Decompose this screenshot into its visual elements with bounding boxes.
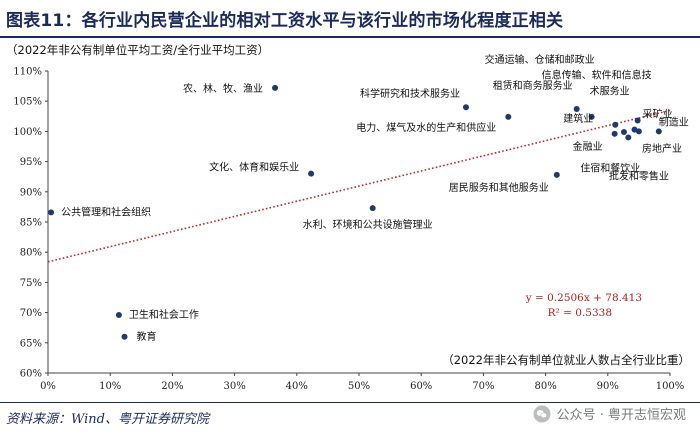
title-divider <box>0 36 700 38</box>
x-tick-label: 70% <box>472 381 494 392</box>
x-tick-label: 0% <box>40 381 56 392</box>
data-point <box>634 117 641 124</box>
trend-r-squared: R² = 0.5338 <box>548 307 612 319</box>
y-axis-ticks: 60% 65% 70% 75% 80% 85% 90% 95% 100% 105% 110% <box>13 67 48 380</box>
data-point <box>308 170 315 177</box>
y-tick-label: 110% <box>13 67 42 78</box>
x-tick-label: 60% <box>410 381 432 392</box>
point-labels: 农、林、牧、渔业 科学研究和技术服务业 交通运输、仓储和邮政业租赁和商务服务业信息传… <box>61 53 689 343</box>
data-point <box>272 84 279 91</box>
x-tick-label: 40% <box>286 381 308 392</box>
data-point <box>611 130 618 137</box>
point-label: 教育 <box>137 330 157 343</box>
point-label: 金融业 <box>573 140 603 153</box>
point-label: 术服务业 <box>590 85 630 98</box>
data-points <box>48 84 662 340</box>
y-tick-label: 80% <box>20 248 42 259</box>
y-tick-label: 65% <box>20 338 42 349</box>
y-tick-label: 60% <box>20 369 42 380</box>
point-label: 居民服务和其他服务业 <box>449 181 549 194</box>
y-tick-label: 90% <box>20 187 42 198</box>
title-bar: 图表11：各行业内民营企业的相对工资水平与该行业的市场化程度正相关 <box>0 0 700 36</box>
trendline <box>47 109 671 263</box>
x-tick-label: 80% <box>534 381 556 392</box>
x-tick-label: 50% <box>348 381 370 392</box>
y-tick-label: 85% <box>20 218 42 229</box>
data-point <box>553 171 560 178</box>
x-axis-ticks: 0% 10% 20% 30% 40% 50% 60% 70% 80% 90% 100% <box>40 373 684 392</box>
y-tick-label: 105% <box>13 97 42 108</box>
point-label: 卫生和社会工作 <box>129 308 199 321</box>
data-point <box>573 106 580 113</box>
chart-title: 图表11：各行业内民营企业的相对工资水平与该行业的市场化程度正相关 <box>6 10 564 31</box>
footer-divider <box>0 402 700 403</box>
y-tick-label: 100% <box>13 127 42 138</box>
y-tick-label: 70% <box>20 308 42 319</box>
x-tick-label: 10% <box>99 381 121 392</box>
data-point <box>121 333 128 340</box>
point-label: 电力、煤气及水的生产和供应业 <box>356 121 496 134</box>
x-tick-label: 100% <box>656 381 685 392</box>
point-label: 批发和零售业 <box>609 169 669 182</box>
point-label: 农、林、牧、渔业 <box>183 82 263 95</box>
point-label: 租赁和商务服务业 <box>493 79 573 92</box>
scatter-chart: （2022年非公有制单位平均工资/全行业平均工资） 60% 65% 70% 75% 80… <box>6 43 690 392</box>
data-point <box>462 104 469 111</box>
point-label: 房地产业 <box>642 142 682 155</box>
y-tick-label: 75% <box>20 278 42 289</box>
data-point <box>655 128 662 135</box>
data-point <box>612 121 619 128</box>
y-axis-title: （2022年非公有制单位平均工资/全行业平均工资） <box>6 43 269 57</box>
x-tick-label: 20% <box>161 381 183 392</box>
point-label: 采矿业 <box>643 108 673 121</box>
data-point <box>620 129 627 136</box>
data-point <box>369 205 376 212</box>
point-label: 科学研究和技术服务业 <box>360 87 460 100</box>
wechat-icon <box>533 405 551 422</box>
x-axis-title: （2022年非公有制单位就业人数占全行业比重） <box>442 353 690 367</box>
point-label: 信息传输、软件和信息技 <box>542 69 652 82</box>
x-tick-label: 90% <box>597 381 619 392</box>
data-point <box>635 128 642 135</box>
data-point <box>625 134 632 141</box>
y-tick-label: 95% <box>20 157 42 168</box>
data-point <box>505 113 512 120</box>
point-label: 住宿和餐饮业 <box>580 161 640 174</box>
point-label: 文化、体育和娱乐业 <box>209 161 299 174</box>
x-tick-label: 30% <box>223 381 245 392</box>
point-label: 制造业 <box>659 115 689 128</box>
source-note: 资料来源：Wind、粤开证券研究院 <box>6 412 209 427</box>
data-point <box>48 209 55 216</box>
watermark: 公众号 · 粤开志恒宏观 <box>533 404 686 423</box>
point-label: 交通运输、仓储和邮政业 <box>485 53 595 66</box>
data-point <box>115 312 122 319</box>
point-label: 建筑业 <box>563 112 593 125</box>
point-label: 水利、环境和公共设施管理业 <box>303 218 433 231</box>
watermark-text: 公众号 · 粤开志恒宏观 <box>556 408 686 423</box>
trend-equation: y = 0.2506x + 78.413 <box>525 292 642 304</box>
data-point <box>588 113 595 120</box>
point-label: 公共管理和社会组织 <box>61 205 151 218</box>
